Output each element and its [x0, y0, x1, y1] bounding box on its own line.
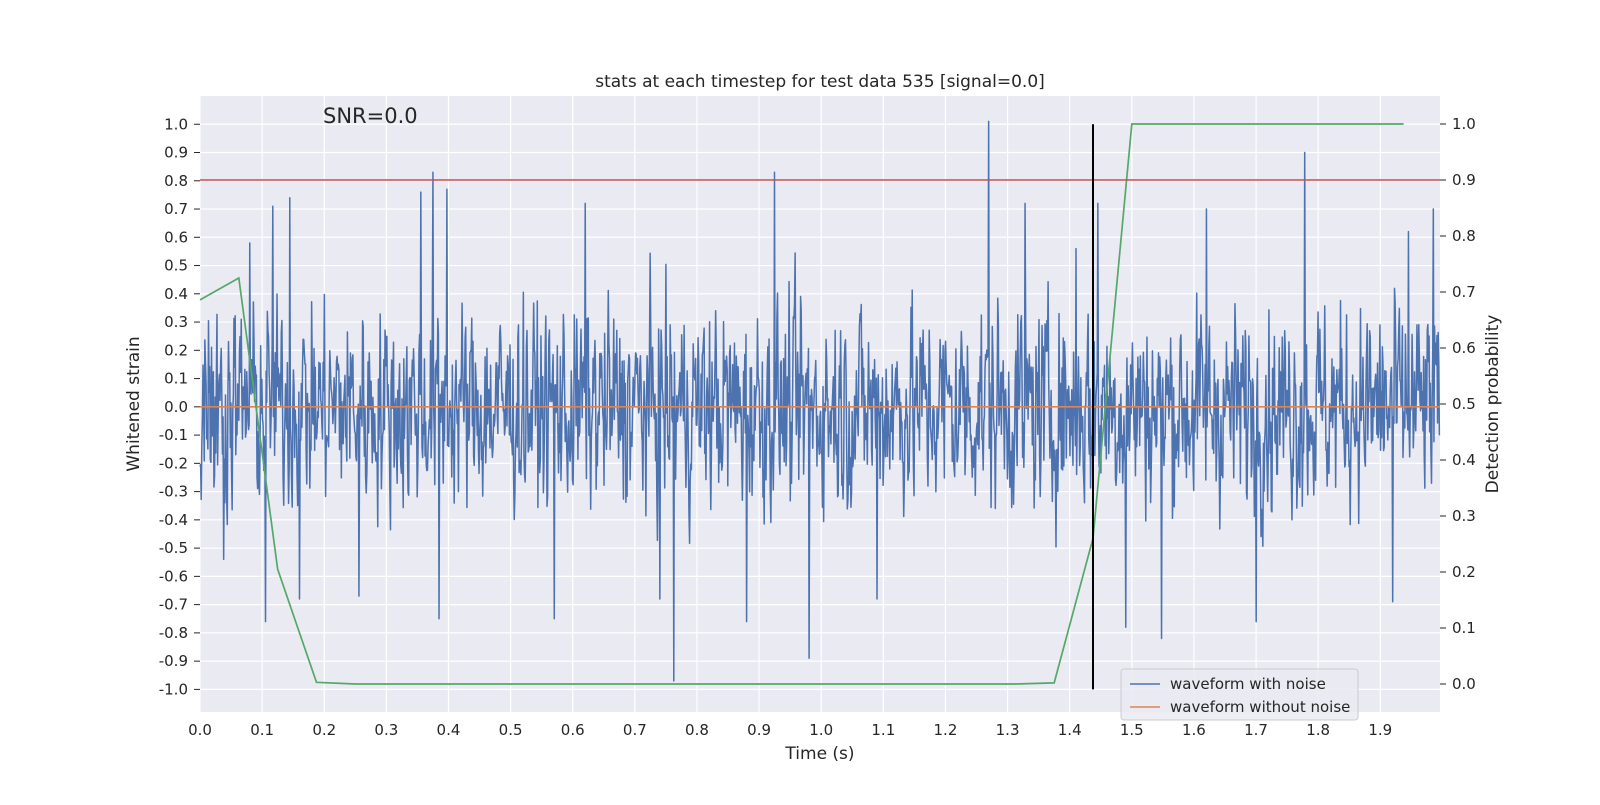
x-tick-label: 0.3 [374, 721, 398, 739]
x-tick-label: 1.4 [1058, 721, 1082, 739]
y-tick-label: 0.2 [164, 341, 188, 359]
y-axis-ticks: 1.0 0.9 0.8 0.7 0.6 0.5 0.4 0.3 0.2 0.1 0.0 -0.1 -0.… [159, 115, 200, 698]
x-tick-label: 1.7 [1244, 721, 1268, 739]
y-tick-label: -0.3 [159, 483, 188, 501]
x-tick-label: 0.2 [312, 721, 336, 739]
y-tick-label: 0.9 [164, 144, 188, 162]
x-tick-label: 0.1 [250, 721, 274, 739]
legend: waveform with noise waveform without noi… [1120, 668, 1359, 721]
y-tick-label: -0.6 [159, 567, 188, 585]
x-tick-label: 1.6 [1182, 721, 1206, 739]
y2-tick-label: 0.0 [1452, 675, 1476, 693]
y-tick-label: -0.9 [159, 652, 188, 670]
reference-lines [200, 124, 1440, 690]
y2-tick-label: 0.3 [1452, 507, 1476, 525]
y-axis-label: Whitened strain [124, 336, 144, 471]
series-layer [199, 120, 1441, 685]
y-tick-label: -0.7 [159, 596, 188, 614]
x-tick-label: 1.0 [809, 721, 833, 739]
y-tick-label: -0.1 [159, 426, 188, 444]
series-detection-probability [199, 123, 1404, 685]
y-tick-label: 0.7 [164, 200, 188, 218]
y2-tick-label: 0.8 [1452, 227, 1476, 245]
x-tick-label: 0.0 [188, 721, 212, 739]
snr-annotation: SNR=0.0 [323, 104, 418, 128]
legend-label-clean: waveform without noise [1170, 698, 1350, 716]
y2-axis-ticks: 1.0 0.9 0.8 0.7 0.6 0.5 0.4 0.3 0.2 0.1 0.0 [1440, 115, 1476, 693]
x-tick-label: 1.1 [871, 721, 895, 739]
y-tick-label: -1.0 [159, 680, 188, 698]
y2-tick-label: 0.2 [1452, 563, 1476, 581]
y-tick-label: 0.1 [164, 370, 188, 388]
chart-title: stats at each timestep for test data 535… [595, 72, 1045, 92]
y2-tick-label: 0.1 [1452, 619, 1476, 637]
y-tick-label: 0.6 [164, 228, 188, 246]
y-tick-label: 1.0 [164, 115, 188, 133]
series-waveform-with-noise [199, 120, 1441, 682]
x-tick-label: 1.3 [996, 721, 1020, 739]
y-tick-label: 0.0 [164, 398, 188, 416]
x-tick-label: 1.2 [934, 721, 958, 739]
y-tick-label: -0.4 [159, 511, 188, 529]
x-axis-label: Time (s) [784, 744, 854, 764]
y-tick-label: -0.2 [159, 454, 188, 472]
y2-tick-label: 1.0 [1452, 115, 1476, 133]
y2-axis-label: Detection probability [1483, 315, 1503, 494]
y-tick-label: -0.5 [159, 539, 188, 557]
y2-tick-label: 0.4 [1452, 451, 1476, 469]
y2-tick-label: 0.5 [1452, 395, 1476, 413]
y2-tick-label: 0.7 [1452, 283, 1476, 301]
x-tick-label: 0.5 [499, 721, 523, 739]
x-tick-label: 1.9 [1368, 721, 1392, 739]
y2-tick-label: 0.6 [1452, 339, 1476, 357]
y2-tick-label: 0.9 [1452, 171, 1476, 189]
x-tick-label: 0.4 [437, 721, 461, 739]
legend-label-noise: waveform with noise [1170, 675, 1326, 693]
x-tick-label: 0.7 [623, 721, 647, 739]
x-tick-label: 0.6 [561, 721, 585, 739]
x-tick-label: 0.8 [685, 721, 709, 739]
x-axis-ticks: 0.0 0.1 0.2 0.3 0.4 0.5 0.6 0.7 0.8 0.9 1.0 1.1 1.2 1… [188, 721, 1392, 739]
y-tick-label: 0.5 [164, 257, 188, 275]
y-tick-label: 0.3 [164, 313, 188, 331]
x-tick-label: 1.5 [1120, 721, 1144, 739]
x-tick-label: 1.8 [1306, 721, 1330, 739]
y-tick-label: -0.8 [159, 624, 188, 642]
y-tick-label: 0.4 [164, 285, 188, 303]
y-tick-label: 0.8 [164, 172, 188, 190]
legend-box [1120, 668, 1359, 721]
x-tick-label: 0.9 [747, 721, 771, 739]
